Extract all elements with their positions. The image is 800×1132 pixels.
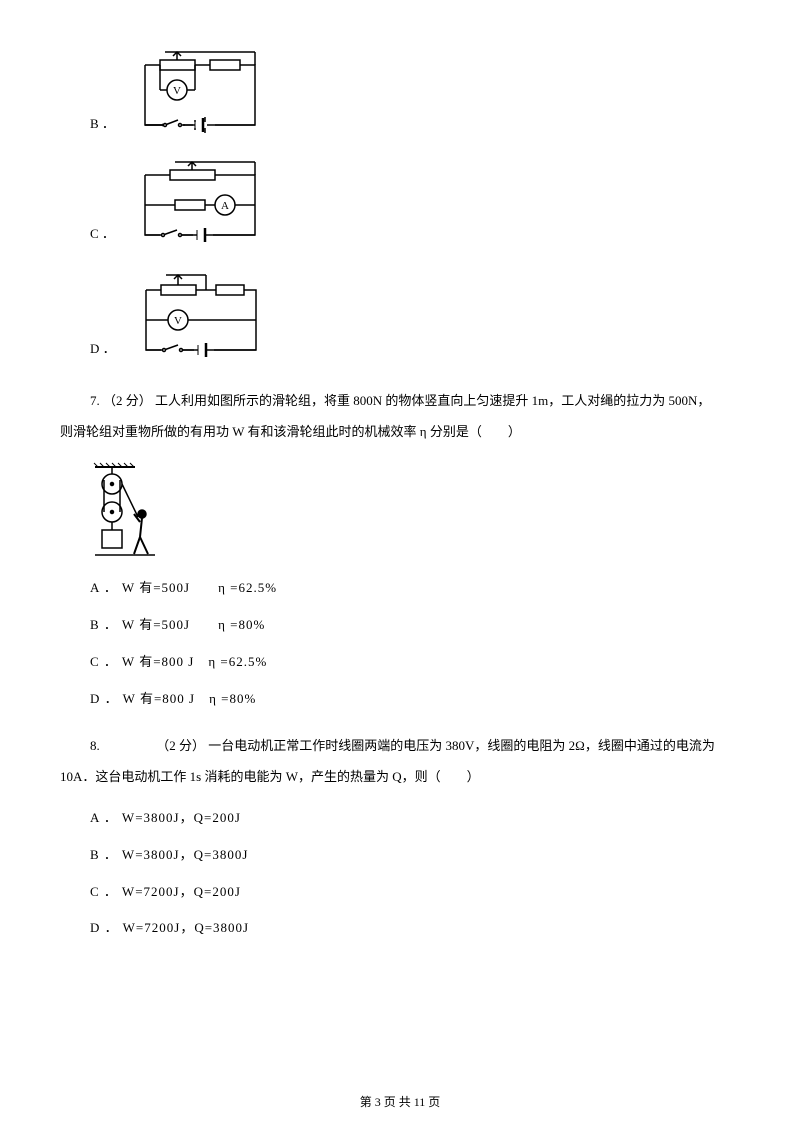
option-label: B ． (90, 114, 115, 140)
q8-text2: 10A．这台电动机工作 1s 消耗的电能为 W，产生的热量为 Q，则（ ） (60, 769, 480, 784)
circuit-c-svg: A (125, 160, 275, 250)
question-7: 7. （2 分） 工人利用如图所示的滑轮组，将重 800N 的物体竖直向上匀速提… (90, 385, 740, 447)
q7-number: 7. (90, 393, 100, 408)
option-label: D ． (90, 339, 116, 365)
q7-option-b: B ． W 有=500J η =80% (90, 615, 740, 636)
meter-label: V (173, 85, 181, 97)
circuit-option-d: D ． (90, 270, 740, 365)
page-footer: 第 3 页 共 11 页 (0, 1093, 800, 1112)
q8-option-c: C ． W=7200J，Q=200J (90, 882, 740, 903)
q7-text2: 则滑轮组对重物所做的有用功 W 有和该滑轮组此时的机械效率 η 分别是（ ） (60, 424, 521, 439)
circuit-d-svg: V (126, 270, 276, 365)
q7-points: （2 分） (103, 393, 152, 408)
q8-option-a: A ． W=3800J，Q=200J (90, 808, 740, 829)
q8-option-b: B ． W=3800J，Q=3800J (90, 845, 740, 866)
q7-text1: 工人利用如图所示的滑轮组，将重 800N 的物体竖直向上匀速提升 1m，工人对绳… (155, 393, 710, 408)
q8-number: 8. (90, 738, 100, 753)
question-8: 8. （2 分） 一台电动机正常工作时线圈两端的电压为 380V，线圈的电阻为 … (90, 730, 740, 792)
meter-label: V (174, 315, 182, 327)
meter-label: A (221, 200, 229, 212)
q8-option-d: D ． W=7200J，Q=3800J (90, 918, 740, 939)
q7-option-c: C ． W 有=800 J η =62.5% (90, 652, 740, 673)
circuit-b-svg: V (125, 50, 275, 140)
circuit-option-c: C ． (90, 160, 740, 250)
option-label: C ． (90, 224, 115, 250)
pulley-figure (90, 462, 740, 562)
pulley-svg (90, 462, 160, 562)
q7-option-a: A ． W 有=500J η =62.5% (90, 578, 740, 599)
q7-option-d: D ． W 有=800 J η =80% (90, 689, 740, 710)
q8-text1: 一台电动机正常工作时线圈两端的电压为 380V，线圈的电阻为 2Ω，线圈中通过的… (208, 738, 715, 753)
q8-points: （2 分） (156, 738, 205, 753)
circuit-option-b: B ． (90, 50, 740, 140)
